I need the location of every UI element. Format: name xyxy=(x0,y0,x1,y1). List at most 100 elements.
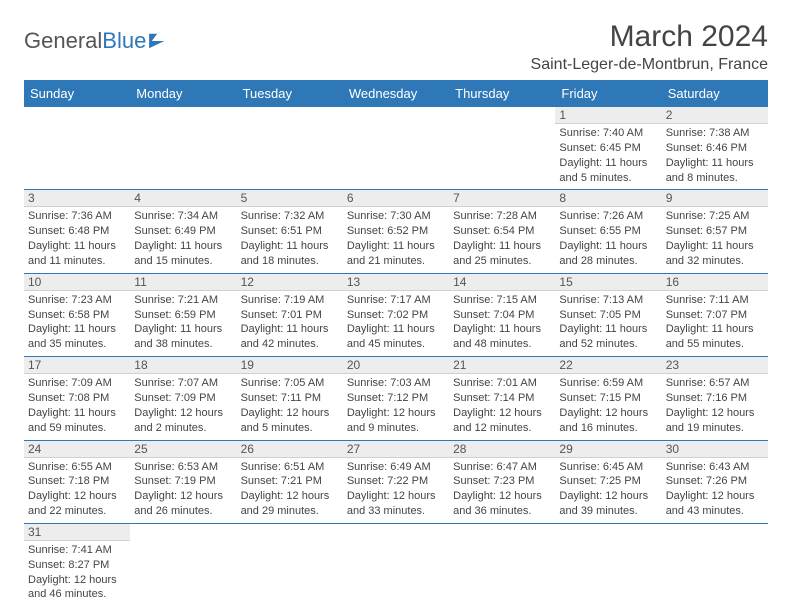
sunrise-line: Sunrise: 7:38 AM xyxy=(666,126,764,141)
day-detail: Sunrise: 7:41 AMSunset: 8:27 PMDaylight:… xyxy=(24,541,130,606)
day-number: 23 xyxy=(662,357,768,374)
day-number: 11 xyxy=(130,274,236,291)
sunset-line: Sunset: 7:18 PM xyxy=(28,474,126,489)
sunrise-line: Sunrise: 7:34 AM xyxy=(134,209,232,224)
day-cell-11: 11Sunrise: 7:21 AMSunset: 6:59 PMDayligh… xyxy=(130,273,236,356)
daylight-line: and 2 minutes. xyxy=(134,421,232,436)
day-cell-1: 1Sunrise: 7:40 AMSunset: 6:45 PMDaylight… xyxy=(555,107,661,190)
daylight-line: Daylight: 12 hours xyxy=(559,406,657,421)
sunrise-line: Sunrise: 6:55 AM xyxy=(28,460,126,475)
empty-cell xyxy=(555,523,661,606)
sunrise-line: Sunrise: 6:59 AM xyxy=(559,376,657,391)
day-cell-27: 27Sunrise: 6:49 AMSunset: 7:22 PMDayligh… xyxy=(343,440,449,523)
day-cell-16: 16Sunrise: 7:11 AMSunset: 7:07 PMDayligh… xyxy=(662,273,768,356)
sunrise-line: Sunrise: 7:05 AM xyxy=(241,376,339,391)
daylight-line: and 12 minutes. xyxy=(453,421,551,436)
day-cell-23: 23Sunrise: 6:57 AMSunset: 7:16 PMDayligh… xyxy=(662,357,768,440)
day-number: 5 xyxy=(237,190,343,207)
day-header-sunday: Sunday xyxy=(24,80,130,107)
day-cell-13: 13Sunrise: 7:17 AMSunset: 7:02 PMDayligh… xyxy=(343,273,449,356)
week-row: 31Sunrise: 7:41 AMSunset: 8:27 PMDayligh… xyxy=(24,523,768,606)
daylight-line: and 28 minutes. xyxy=(559,254,657,269)
daylight-line: Daylight: 11 hours xyxy=(666,156,764,171)
daylight-line: and 25 minutes. xyxy=(453,254,551,269)
day-cell-17: 17Sunrise: 7:09 AMSunset: 7:08 PMDayligh… xyxy=(24,357,130,440)
sunrise-line: Sunrise: 7:23 AM xyxy=(28,293,126,308)
day-detail: Sunrise: 6:43 AMSunset: 7:26 PMDaylight:… xyxy=(662,458,768,523)
day-cell-12: 12Sunrise: 7:19 AMSunset: 7:01 PMDayligh… xyxy=(237,273,343,356)
day-number: 16 xyxy=(662,274,768,291)
sunrise-line: Sunrise: 7:28 AM xyxy=(453,209,551,224)
empty-cell xyxy=(343,107,449,190)
empty-cell xyxy=(24,107,130,190)
sunset-line: Sunset: 7:11 PM xyxy=(241,391,339,406)
day-detail: Sunrise: 7:25 AMSunset: 6:57 PMDaylight:… xyxy=(662,207,768,272)
day-number: 31 xyxy=(24,524,130,541)
day-detail: Sunrise: 7:32 AMSunset: 6:51 PMDaylight:… xyxy=(237,207,343,272)
day-number: 4 xyxy=(130,190,236,207)
sunset-line: Sunset: 7:21 PM xyxy=(241,474,339,489)
daylight-line: and 46 minutes. xyxy=(28,587,126,602)
empty-cell xyxy=(237,107,343,190)
daylight-line: Daylight: 12 hours xyxy=(28,573,126,588)
sunrise-line: Sunrise: 7:32 AM xyxy=(241,209,339,224)
sunrise-line: Sunrise: 6:47 AM xyxy=(453,460,551,475)
daylight-line: and 32 minutes. xyxy=(666,254,764,269)
day-number: 14 xyxy=(449,274,555,291)
daylight-line: Daylight: 12 hours xyxy=(666,489,764,504)
day-cell-4: 4Sunrise: 7:34 AMSunset: 6:49 PMDaylight… xyxy=(130,190,236,273)
sunset-line: Sunset: 7:22 PM xyxy=(347,474,445,489)
daylight-line: Daylight: 11 hours xyxy=(28,322,126,337)
daylight-line: Daylight: 11 hours xyxy=(347,322,445,337)
daylight-line: Daylight: 11 hours xyxy=(241,239,339,254)
daylight-line: and 26 minutes. xyxy=(134,504,232,519)
logo-text-1: General xyxy=(24,28,102,54)
day-number: 6 xyxy=(343,190,449,207)
sunrise-line: Sunrise: 6:49 AM xyxy=(347,460,445,475)
day-cell-8: 8Sunrise: 7:26 AMSunset: 6:55 PMDaylight… xyxy=(555,190,661,273)
day-cell-31: 31Sunrise: 7:41 AMSunset: 8:27 PMDayligh… xyxy=(24,523,130,606)
daylight-line: Daylight: 11 hours xyxy=(559,156,657,171)
day-number: 29 xyxy=(555,441,661,458)
daylight-line: and 42 minutes. xyxy=(241,337,339,352)
day-detail: Sunrise: 7:28 AMSunset: 6:54 PMDaylight:… xyxy=(449,207,555,272)
day-cell-22: 22Sunrise: 6:59 AMSunset: 7:15 PMDayligh… xyxy=(555,357,661,440)
day-cell-25: 25Sunrise: 6:53 AMSunset: 7:19 PMDayligh… xyxy=(130,440,236,523)
daylight-line: Daylight: 12 hours xyxy=(666,406,764,421)
daylight-line: and 39 minutes. xyxy=(559,504,657,519)
daylight-line: and 52 minutes. xyxy=(559,337,657,352)
day-number: 1 xyxy=(555,107,661,124)
day-detail: Sunrise: 6:57 AMSunset: 7:16 PMDaylight:… xyxy=(662,374,768,439)
day-number: 19 xyxy=(237,357,343,374)
sunrise-line: Sunrise: 7:25 AM xyxy=(666,209,764,224)
day-cell-20: 20Sunrise: 7:03 AMSunset: 7:12 PMDayligh… xyxy=(343,357,449,440)
sunset-line: Sunset: 6:51 PM xyxy=(241,224,339,239)
daylight-line: and 29 minutes. xyxy=(241,504,339,519)
sunrise-line: Sunrise: 7:07 AM xyxy=(134,376,232,391)
week-row: 1Sunrise: 7:40 AMSunset: 6:45 PMDaylight… xyxy=(24,107,768,190)
sunrise-line: Sunrise: 7:13 AM xyxy=(559,293,657,308)
daylight-line: Daylight: 12 hours xyxy=(241,406,339,421)
sunrise-line: Sunrise: 6:45 AM xyxy=(559,460,657,475)
day-number: 26 xyxy=(237,441,343,458)
sunrise-line: Sunrise: 7:15 AM xyxy=(453,293,551,308)
sunset-line: Sunset: 7:02 PM xyxy=(347,308,445,323)
sunrise-line: Sunrise: 7:40 AM xyxy=(559,126,657,141)
day-cell-3: 3Sunrise: 7:36 AMSunset: 6:48 PMDaylight… xyxy=(24,190,130,273)
daylight-line: Daylight: 12 hours xyxy=(559,489,657,504)
sunset-line: Sunset: 7:16 PM xyxy=(666,391,764,406)
day-number: 21 xyxy=(449,357,555,374)
sunset-line: Sunset: 6:58 PM xyxy=(28,308,126,323)
daylight-line: Daylight: 12 hours xyxy=(453,406,551,421)
daylight-line: Daylight: 11 hours xyxy=(453,239,551,254)
day-cell-18: 18Sunrise: 7:07 AMSunset: 7:09 PMDayligh… xyxy=(130,357,236,440)
day-cell-15: 15Sunrise: 7:13 AMSunset: 7:05 PMDayligh… xyxy=(555,273,661,356)
day-header-thursday: Thursday xyxy=(449,80,555,107)
daylight-line: Daylight: 11 hours xyxy=(666,239,764,254)
day-number: 2 xyxy=(662,107,768,124)
daylight-line: Daylight: 11 hours xyxy=(453,322,551,337)
sunset-line: Sunset: 7:05 PM xyxy=(559,308,657,323)
daylight-line: and 35 minutes. xyxy=(28,337,126,352)
daylight-line: and 22 minutes. xyxy=(28,504,126,519)
empty-cell xyxy=(130,107,236,190)
